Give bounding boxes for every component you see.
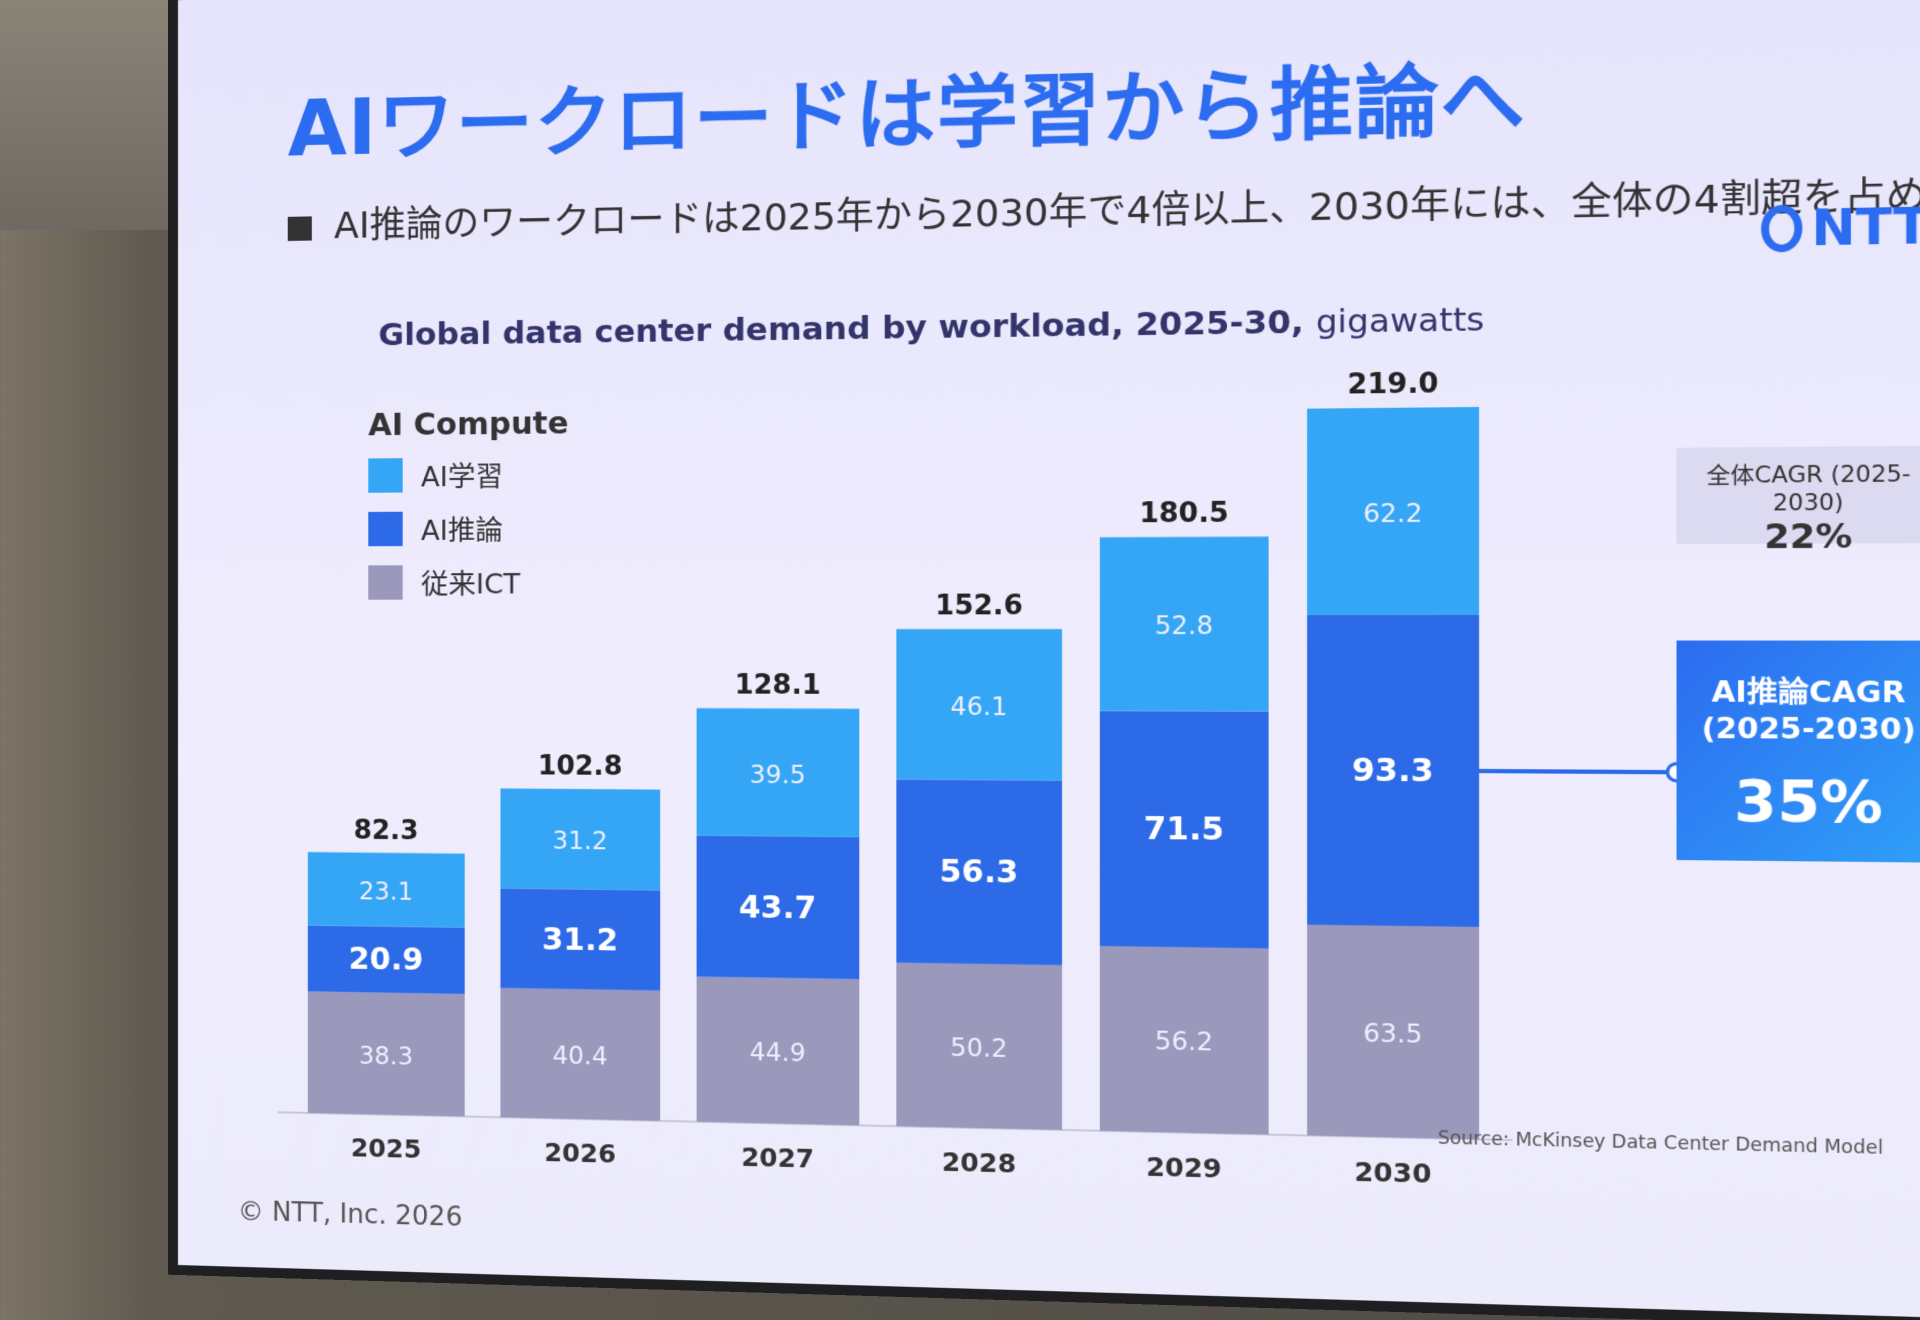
ai-cagr-label-1: AI推論CAGR bbox=[1712, 676, 1906, 710]
total-label: 102.8 bbox=[538, 751, 623, 782]
data-label: 62.2 bbox=[1363, 498, 1422, 528]
data-label: 23.1 bbox=[359, 877, 413, 906]
x-tick-label: 2025 bbox=[351, 1133, 421, 1164]
data-label: 38.3 bbox=[359, 1041, 413, 1070]
data-label: 71.5 bbox=[1144, 811, 1225, 849]
x-tick-label: 2028 bbox=[942, 1147, 1016, 1179]
presentation-slide: AIワークロードは学習から推論へ AI推論のワークロードは2025年から2030… bbox=[178, 0, 1920, 1320]
x-tick-label: 2027 bbox=[741, 1142, 814, 1174]
x-tick-label: 2030 bbox=[1354, 1156, 1431, 1189]
data-label: 43.7 bbox=[739, 889, 817, 926]
data-label: 31.2 bbox=[542, 921, 618, 958]
ai-inference-cagr-box: AI推論CAGR (2025-2030) 35% bbox=[1677, 641, 1920, 863]
data-label: 40.4 bbox=[553, 1041, 608, 1071]
data-label: 93.3 bbox=[1352, 752, 1434, 790]
data-label: 20.9 bbox=[349, 942, 424, 979]
total-cagr-box: 全体CAGR (2025-2030) 22% bbox=[1677, 446, 1920, 545]
data-label: 56.3 bbox=[939, 854, 1018, 891]
total-cagr-value: 22% bbox=[1677, 515, 1920, 557]
total-cagr-label: 全体CAGR (2025-2030) bbox=[1677, 456, 1920, 516]
stacked-bar-chart: 38.3 20.9 23.1 82.3 2025 40.4 31.2 31.2 102.8 202… bbox=[178, 0, 1920, 1320]
x-tick-label: 2026 bbox=[544, 1138, 616, 1169]
total-label: 82.3 bbox=[354, 815, 419, 846]
data-label: 31.2 bbox=[553, 827, 608, 856]
ai-cagr-label-2: (2025-2030) bbox=[1701, 712, 1915, 746]
data-label: 44.9 bbox=[750, 1038, 806, 1068]
data-label: 56.2 bbox=[1155, 1027, 1213, 1058]
data-label: 46.1 bbox=[950, 692, 1007, 721]
data-label: 52.8 bbox=[1155, 611, 1213, 640]
ai-cagr-label: AI推論CAGR (2025-2030) bbox=[1677, 675, 1920, 749]
total-label: 180.5 bbox=[1139, 498, 1229, 530]
data-label: 39.5 bbox=[750, 760, 806, 789]
total-label: 128.1 bbox=[735, 670, 821, 701]
x-tick-label: 2029 bbox=[1146, 1152, 1222, 1184]
connector-line bbox=[1479, 771, 1676, 772]
total-label: 152.6 bbox=[935, 591, 1023, 622]
data-label: 50.2 bbox=[950, 1033, 1007, 1063]
ai-cagr-value: 35% bbox=[1677, 767, 1920, 837]
data-label: 63.5 bbox=[1363, 1018, 1422, 1049]
copyright: © NTT, Inc. 2026 bbox=[238, 1197, 463, 1233]
total-label: 219.0 bbox=[1347, 368, 1438, 401]
